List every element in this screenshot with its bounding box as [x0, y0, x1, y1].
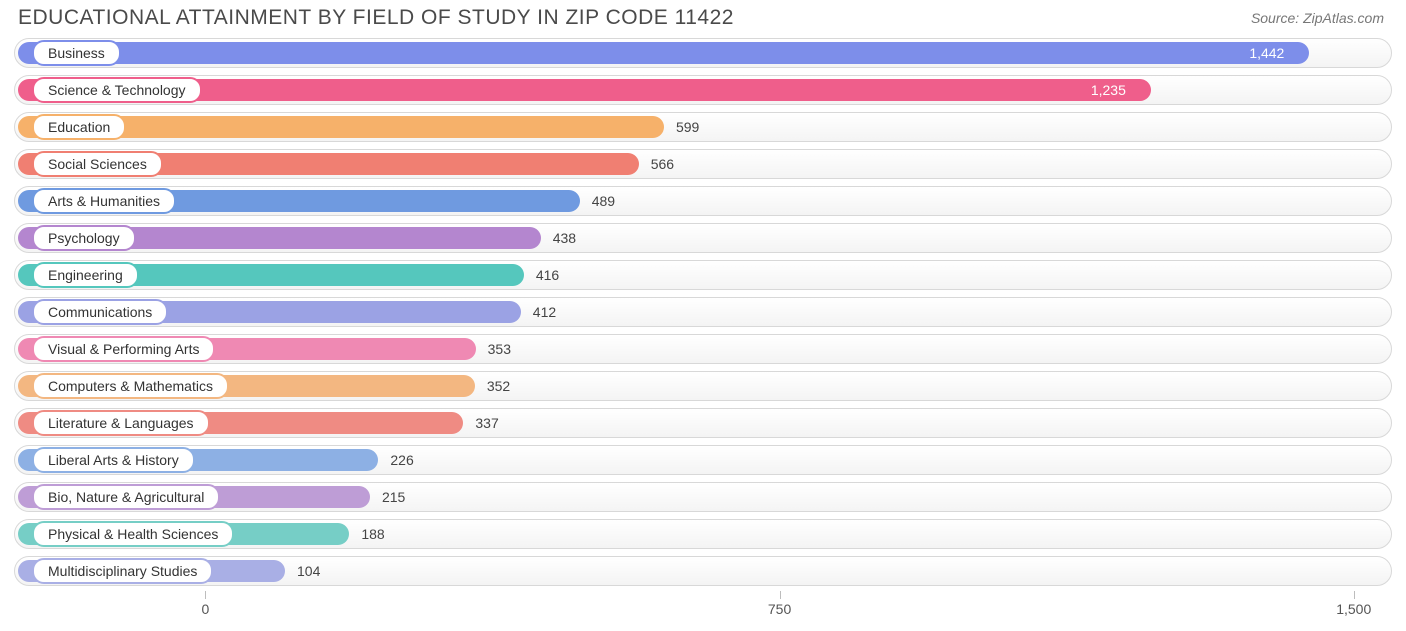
bar-row: Physical & Health Sciences 188 [14, 517, 1392, 551]
bar-row: Liberal Arts & History 226 [14, 443, 1392, 477]
bar-label-pill: Education [32, 114, 126, 140]
bar-label-pill: Science & Technology [32, 77, 202, 103]
bar-row: Literature & Languages 337 [14, 406, 1392, 440]
bar-label-pill: Arts & Humanities [32, 188, 176, 214]
bar-value-label: 215 [382, 489, 405, 505]
bar-row: Psychology 438 [14, 221, 1392, 255]
bar-row: Engineering 416 [14, 258, 1392, 292]
bar-row: Bio, Nature & Agricultural 215 [14, 480, 1392, 514]
axis-tick-label: 0 [201, 601, 209, 617]
bar-row: Computers & Mathematics 352 [14, 369, 1392, 403]
chart-title: EDUCATIONAL ATTAINMENT BY FIELD OF STUDY… [18, 6, 734, 30]
bar-label-pill: Literature & Languages [32, 410, 210, 436]
x-axis: 0 750 1,500 [14, 591, 1392, 631]
bar-value-label: 353 [488, 341, 511, 357]
bar-value-label: 1,235 [1091, 82, 1126, 98]
bar-label-pill: Business [32, 40, 121, 66]
bar-label-pill: Liberal Arts & History [32, 447, 195, 473]
bar-value-label: 416 [536, 267, 559, 283]
bar-label-pill: Social Sciences [32, 151, 163, 177]
axis-tick [780, 591, 781, 599]
axis-tick-label: 750 [768, 601, 791, 617]
chart-header: EDUCATIONAL ATTAINMENT BY FIELD OF STUDY… [0, 0, 1406, 34]
chart-source: Source: ZipAtlas.com [1251, 10, 1384, 26]
bar-value-label: 337 [475, 415, 498, 431]
bar-row: Visual & Performing Arts 353 [14, 332, 1392, 366]
bar-value-label: 412 [533, 304, 556, 320]
bar-label-pill: Communications [32, 299, 168, 325]
bar-value-label: 599 [676, 119, 699, 135]
bar-fill [18, 42, 1309, 64]
axis-tick-label: 1,500 [1336, 601, 1371, 617]
bar-row: Social Sciences 566 [14, 147, 1392, 181]
bar-value-label: 188 [361, 526, 384, 542]
bar-value-label: 489 [592, 193, 615, 209]
bar-label-pill: Visual & Performing Arts [32, 336, 215, 362]
bar-value-label: 104 [297, 563, 320, 579]
bar-label-pill: Computers & Mathematics [32, 373, 229, 399]
bar-row: Multidisciplinary Studies 104 [14, 554, 1392, 588]
bar-row: Science & Technology 1,235 [14, 73, 1392, 107]
bar-row: Business 1,442 [14, 36, 1392, 70]
bar-row: Arts & Humanities 489 [14, 184, 1392, 218]
bar-value-label: 1,442 [1249, 45, 1284, 61]
chart-area: Business 1,442 Science & Technology 1,235 Ed… [0, 34, 1406, 588]
bar-row: Communications 412 [14, 295, 1392, 329]
bar-value-label: 226 [390, 452, 413, 468]
bar-label-pill: Psychology [32, 225, 136, 251]
bar-value-label: 566 [651, 156, 674, 172]
bar-row: Education 599 [14, 110, 1392, 144]
bar-label-pill: Multidisciplinary Studies [32, 558, 213, 584]
axis-tick [1354, 591, 1355, 599]
bar-value-label: 352 [487, 378, 510, 394]
bar-label-pill: Physical & Health Sciences [32, 521, 234, 547]
bar-label-pill: Bio, Nature & Agricultural [32, 484, 220, 510]
bar-value-label: 438 [553, 230, 576, 246]
bar-label-pill: Engineering [32, 262, 139, 288]
axis-tick [205, 591, 206, 599]
